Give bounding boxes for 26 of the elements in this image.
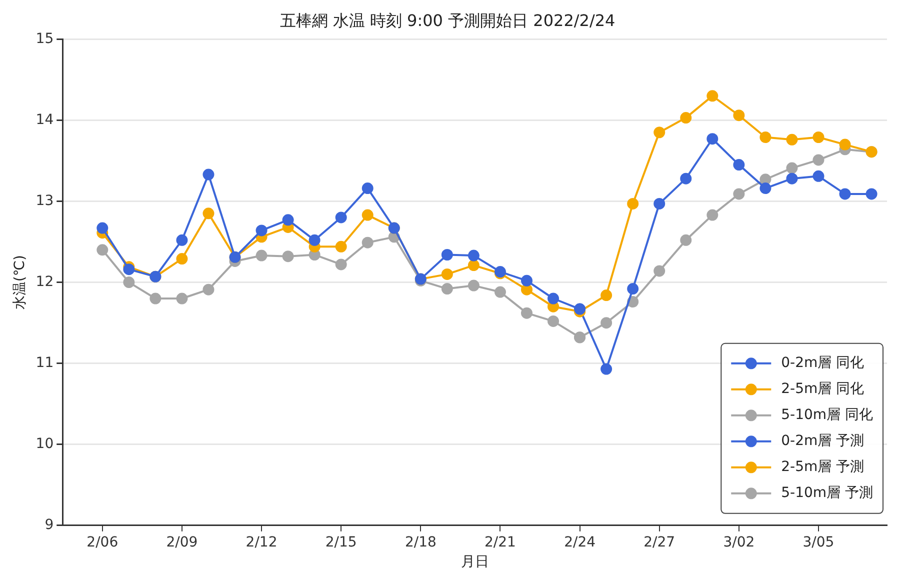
legend-label: 2-5m層 同化 [781,381,864,398]
x-tick-label: 2/21 [484,534,516,550]
legend-label: 5-10m層 予測 [781,485,874,502]
legend-label: 2-5m層 予測 [781,459,864,476]
x-tick-label: 2/12 [246,534,278,550]
y-tick-label: 15 [36,30,54,47]
x-tick-label: 2/24 [564,534,596,550]
x-tick-label: 2/15 [325,534,357,550]
y-tick-label: 11 [36,354,54,371]
y-tick-label: 9 [44,517,54,534]
x-axis-title: 月日 [460,554,489,570]
y-tick-label: 12 [36,274,54,290]
y-axis-title: 水温(℃) [12,254,28,310]
x-tick-label: 3/02 [723,534,755,550]
legend-label: 0-2m層 予測 [781,433,864,450]
x-tick-label: 2/18 [404,534,436,550]
y-tick-label: 13 [36,192,54,209]
x-tick-label: 2/06 [86,534,118,550]
legend-label: 5-10m層 同化 [781,407,874,424]
y-tick-label: 10 [36,436,54,452]
legend-label: 0-2m層 同化 [781,355,864,372]
x-tick-label: 2/27 [644,534,676,550]
x-tick-label: 2/09 [166,534,198,550]
y-tick-label: 14 [36,112,54,128]
x-tick-label: 3/05 [802,534,834,550]
chart-title: 五棒網 水温 時刻 9:00 予測開始日 2022/2/24 [280,10,616,30]
